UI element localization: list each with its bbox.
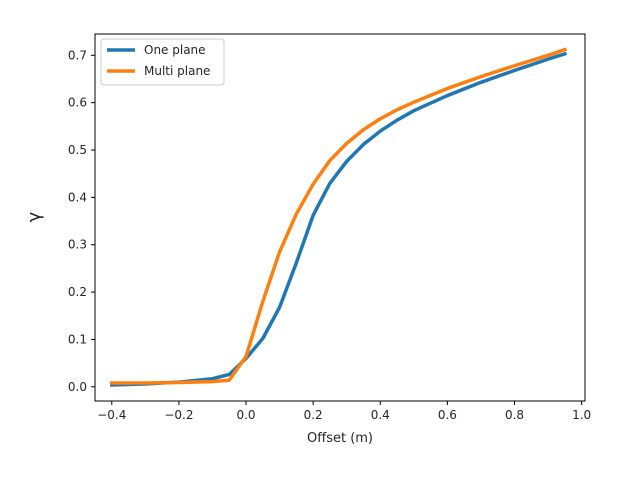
y-tick-label: 0.7 xyxy=(68,48,87,62)
y-axis-label: γ xyxy=(24,211,45,222)
x-tick-label: 1.0 xyxy=(572,408,591,422)
legend-label: One plane xyxy=(144,43,206,57)
x-tick-label: 0.8 xyxy=(505,408,524,422)
legend: One plane Multi plane xyxy=(100,38,225,86)
x-axis-label: Offset (m) xyxy=(307,431,373,446)
series-layer xyxy=(109,47,568,387)
axes-frame xyxy=(94,33,586,402)
y-tick-label: 0.0 xyxy=(68,380,87,394)
x-tick-label: 0.2 xyxy=(304,408,323,422)
y-tick-label: 0.6 xyxy=(68,96,87,110)
x-tick-label: 0.4 xyxy=(371,408,390,422)
series-line-multi-plane xyxy=(110,47,568,385)
x-axis: −0.4 −0.2 0.0 0.2 0.4 0.6 0.8 1.0 xyxy=(97,401,591,422)
y-tick-label: 0.2 xyxy=(68,285,87,299)
y-tick-label: 0.5 xyxy=(68,143,87,157)
y-tick-label: 0.3 xyxy=(68,238,87,252)
y-axis: 0.0 0.1 0.2 0.3 0.4 0.5 0.6 0.7 xyxy=(68,48,95,394)
x-tick-label: −0.4 xyxy=(97,408,126,422)
y-tick-label: 0.1 xyxy=(68,332,87,346)
x-tick-label: −0.2 xyxy=(164,408,193,422)
y-tick-label: 0.4 xyxy=(68,190,87,204)
series-line-one-plane xyxy=(109,51,568,387)
x-tick-label: 0.0 xyxy=(236,408,255,422)
x-tick-label: 0.6 xyxy=(438,408,457,422)
legend-label: Multi plane xyxy=(144,64,210,78)
